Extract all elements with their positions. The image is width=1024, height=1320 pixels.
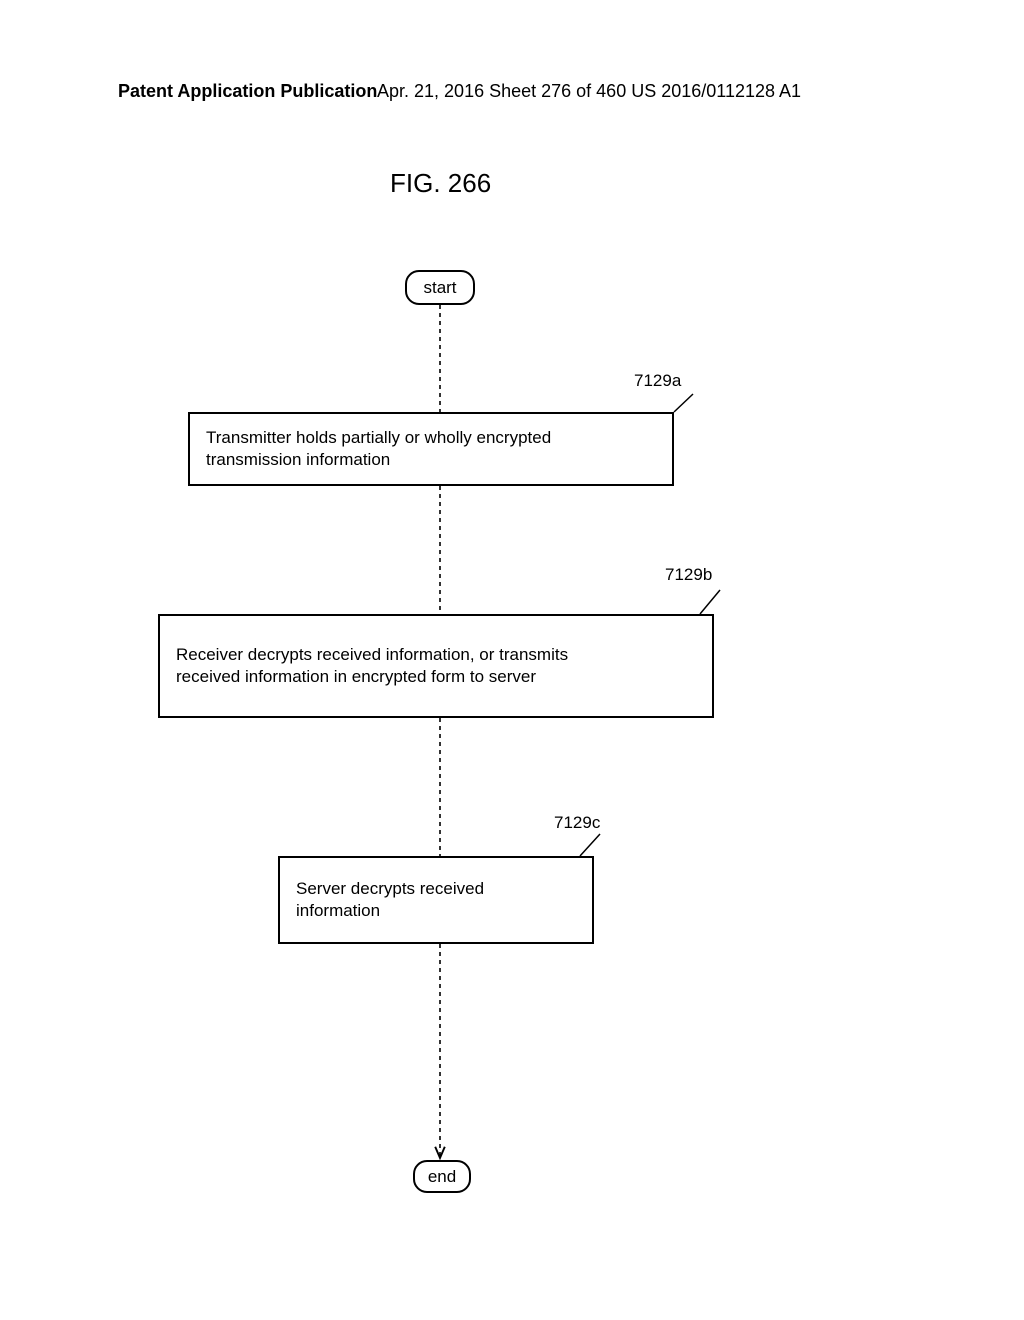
process-text-c: Server decrypts receivedinformation [296,878,484,922]
page-root: Patent Application Publication Apr. 21, … [0,0,1024,1320]
process-text-b: Receiver decrypts received information, … [176,644,568,688]
start-label: start [423,278,456,298]
figure-title: FIG. 266 [390,168,491,199]
header-right: Apr. 21, 2016 Sheet 276 of 460 US 2016/0… [377,81,801,102]
process-b: Receiver decrypts received information, … [158,614,714,718]
header-left: Patent Application Publication [118,81,377,102]
end-label: end [428,1167,456,1187]
process-text-a: Transmitter holds partially or wholly en… [206,427,551,471]
process-c: Server decrypts receivedinformation [278,856,594,944]
process-a: Transmitter holds partially or wholly en… [188,412,674,486]
ref-label-a: 7129a [634,371,681,391]
flowchart-start: start [405,270,475,305]
flowchart-end: end [413,1160,471,1193]
ref-label-c: 7129c [554,813,600,833]
ref-label-b: 7129b [665,565,712,585]
